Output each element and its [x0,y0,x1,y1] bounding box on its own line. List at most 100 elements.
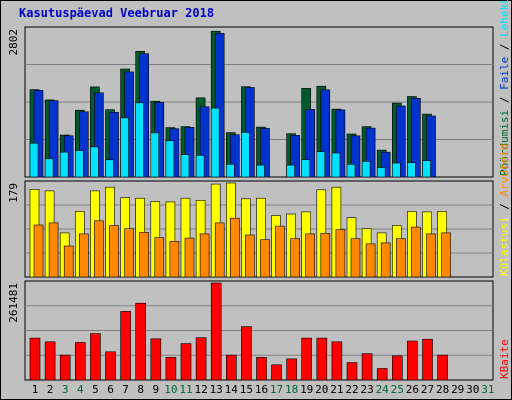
bar-pages-day-22 [346,164,356,178]
bar-files-day-14 [230,134,240,178]
bar-kbytes-day-14 [226,354,237,381]
bar-kbytes-day-17 [271,364,282,381]
bar-files-day-16 [260,128,270,178]
legend-panel-2: Külastusi / Arvuteid [498,144,511,276]
bar-files-day-4 [79,111,89,178]
bar-sites-day-2 [48,222,59,278]
bar-files-day-19 [305,109,316,178]
bar-sites-day-24 [380,242,391,278]
bar-kbytes-day-13 [210,282,222,381]
bar-files-day-20 [320,89,331,178]
bar-kbytes-day-19 [301,337,313,381]
bar-pages-day-21 [331,152,341,178]
x-tick-day-17: 17 [270,383,283,396]
bar-sites-day-26 [411,226,421,278]
x-tick-day-28: 28 [436,383,449,396]
bar-kbytes-day-10 [165,357,177,381]
legend-separator: / [498,197,511,217]
bar-sites-day-12 [199,233,210,278]
bar-kbytes-day-3 [59,354,71,381]
bar-sites-day-16 [260,239,270,278]
x-tick-day-24: 24 [376,383,390,396]
bar-kbytes-day-22 [346,362,358,381]
legend-panel-1: Pöördumisi / Faile / Lehekülgi [498,0,511,176]
bar-sites-day-23 [365,243,376,278]
legend-item-pages: Lehekülgi [498,0,511,37]
legend-separator: / [498,37,511,57]
bar-pages-day-10 [165,140,175,178]
bar-sites-day-19 [305,233,316,278]
bar-kbytes-day-7 [120,311,131,381]
bar-kbytes-day-8 [135,302,146,381]
x-tick-day-23: 23 [360,383,373,396]
chart-title: Kasutuspäevad Veebruar 2018 [19,6,214,20]
bar-files-day-24 [380,151,391,178]
bar-kbytes-day-27 [422,338,433,381]
bar-pages-day-8 [135,102,144,178]
x-tick-day-9: 9 [152,383,159,396]
bar-sites-day-17 [275,225,285,278]
y-axis-labels: 2802 Pöördumisi / Faile / Lehekülgi 179 Kül… [7,0,511,379]
bar-pages-day-6 [105,159,114,178]
x-tick-day-5: 5 [92,383,99,396]
x-tick-day-25: 25 [391,383,404,396]
bar-kbytes-day-21 [331,341,343,381]
bar-kbytes-day-18 [286,358,297,381]
bar-files-day-18 [290,135,300,178]
bar-pages-day-19 [301,159,311,178]
bar-sites-day-27 [426,233,436,278]
x-tick-day-1: 1 [32,383,39,396]
bar-kbytes-day-20 [316,337,328,381]
x-tick-day-15: 15 [240,383,253,396]
bar-files-day-27 [426,115,436,178]
bar-kbytes-day-26 [407,340,418,381]
bar-pages-day-5 [90,146,99,178]
bar-sites-day-1 [33,224,44,278]
bar-files-day-1 [33,90,44,178]
x-tick-day-14: 14 [225,383,239,396]
bar-pages-day-9 [150,132,160,178]
bar-kbytes-day-15 [241,326,252,381]
bar-pages-day-26 [407,162,416,178]
bar-files-day-13 [214,32,225,178]
bar-sites-day-10 [169,241,180,278]
bar-sites-day-3 [63,245,74,278]
bar-sites-day-15 [245,234,255,278]
bar-sites-day-4 [79,233,89,278]
bar-kbytes-day-28 [437,354,448,381]
legend-item-kbytes: KBaite [498,339,511,379]
x-tick-day-7: 7 [122,383,129,396]
x-tick-day-18: 18 [285,383,298,396]
x-tick-day-22: 22 [345,383,358,396]
bar-pages-day-14 [226,164,235,178]
bar-kbytes-day-5 [90,333,101,381]
y-max-label-panel-2: 179 [7,183,20,203]
bar-files-day-12 [199,106,210,178]
bar-sites-day-28 [441,232,451,278]
bar-sites-day-20 [320,233,331,278]
bar-pages-day-27 [422,160,431,178]
panel-2 [24,180,494,278]
bar-kbytes-day-24 [376,368,388,381]
bar-pages-day-4 [75,150,84,178]
panel-1 [24,26,494,178]
x-tick-day-31: 31 [481,383,494,396]
x-tick-day-8: 8 [137,383,144,396]
bar-pages-day-18 [286,164,295,178]
bar-sites-day-9 [154,237,165,278]
x-tick-day-2: 2 [47,383,54,396]
x-tick-day-20: 20 [315,383,328,396]
bar-files-day-26 [411,98,421,178]
bar-sites-day-7 [124,228,134,278]
x-tick-day-27: 27 [421,383,434,396]
bar-kbytes-day-12 [195,337,207,381]
bar-pages-day-25 [391,162,401,178]
bar-sites-day-13 [214,222,225,278]
bar-pages-day-20 [316,151,326,178]
bar-kbytes-day-1 [29,337,41,381]
bar-files-day-21 [335,109,346,178]
bar-pages-day-24 [376,167,386,178]
bar-files-day-23 [365,127,376,178]
x-tick-day-19: 19 [300,383,313,396]
